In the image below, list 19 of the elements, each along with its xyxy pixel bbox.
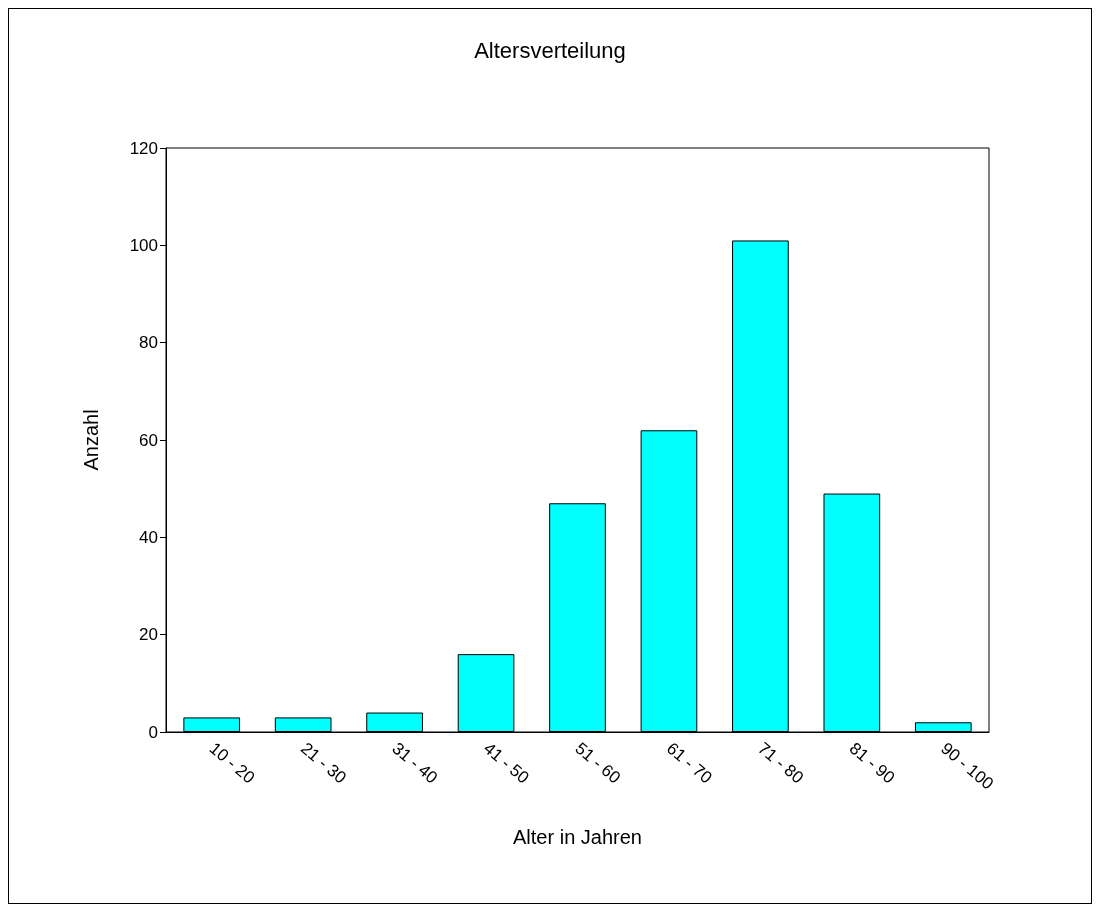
- y-tick-label: 60: [139, 430, 158, 450]
- x-tick-label: 61 - 70: [662, 738, 716, 788]
- y-tick-label: 100: [129, 235, 158, 255]
- y-tick-label: 120: [129, 138, 158, 158]
- y-tick-label: 0: [148, 722, 158, 742]
- x-tick-label: 21 - 30: [297, 738, 350, 788]
- y-tick-label: 20: [139, 625, 158, 645]
- x-tick-label: 31 - 40: [388, 738, 442, 788]
- y-tick-label: 80: [139, 333, 158, 353]
- x-tick-label: 41 - 50: [479, 738, 533, 788]
- chart-title: Altersverteilung: [474, 37, 626, 63]
- x-axis-title: Alter in Jahren: [513, 826, 642, 848]
- x-tick-label: 71 - 80: [754, 738, 808, 788]
- x-tick-label: 51 - 60: [571, 738, 625, 788]
- x-tick-label: 90 - 100: [937, 738, 998, 794]
- x-tick-label: 10 - 20: [205, 738, 259, 788]
- y-axis-title: Anzahl: [80, 409, 102, 471]
- x-tick-label: 81 - 90: [845, 738, 899, 788]
- y-tick-label: 40: [139, 527, 158, 547]
